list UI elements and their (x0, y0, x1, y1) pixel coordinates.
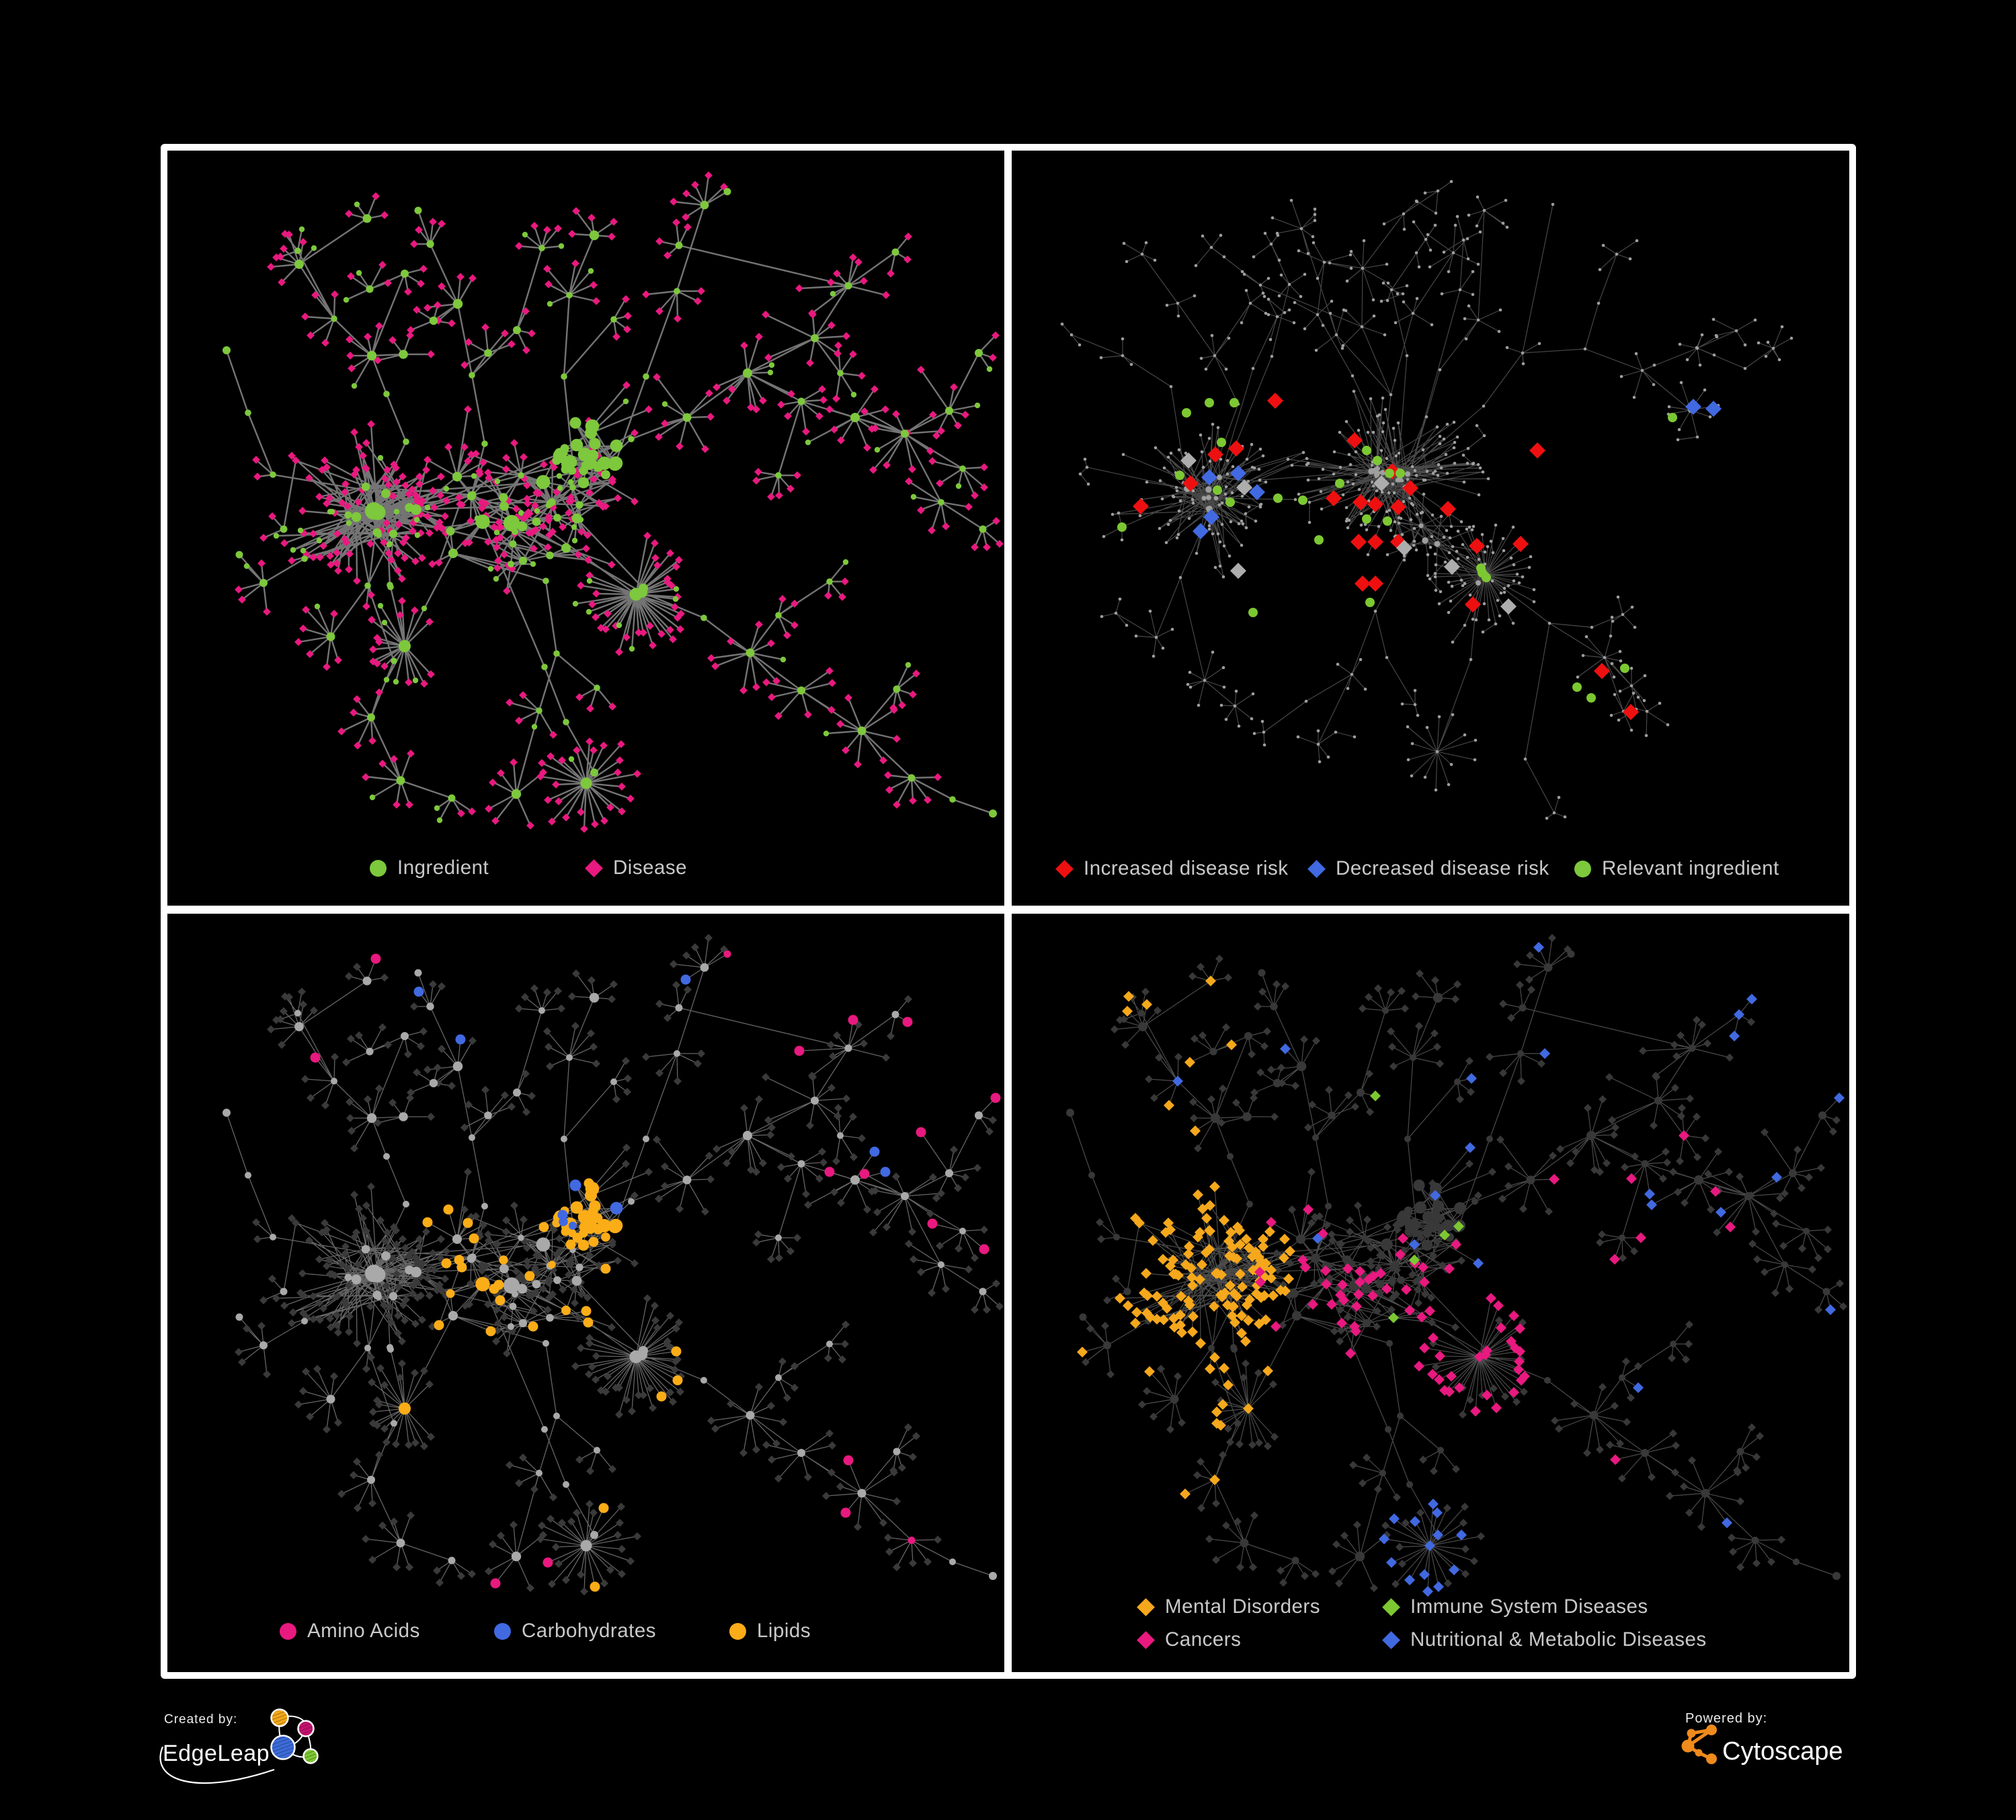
svg-text:Created by:: Created by: (164, 1712, 237, 1727)
svg-text:Powered by:: Powered by: (1685, 1711, 1767, 1726)
svg-text:Cytoscape: Cytoscape (1722, 1737, 1843, 1766)
svg-text:EdgeLeap: EdgeLeap (163, 1741, 270, 1766)
